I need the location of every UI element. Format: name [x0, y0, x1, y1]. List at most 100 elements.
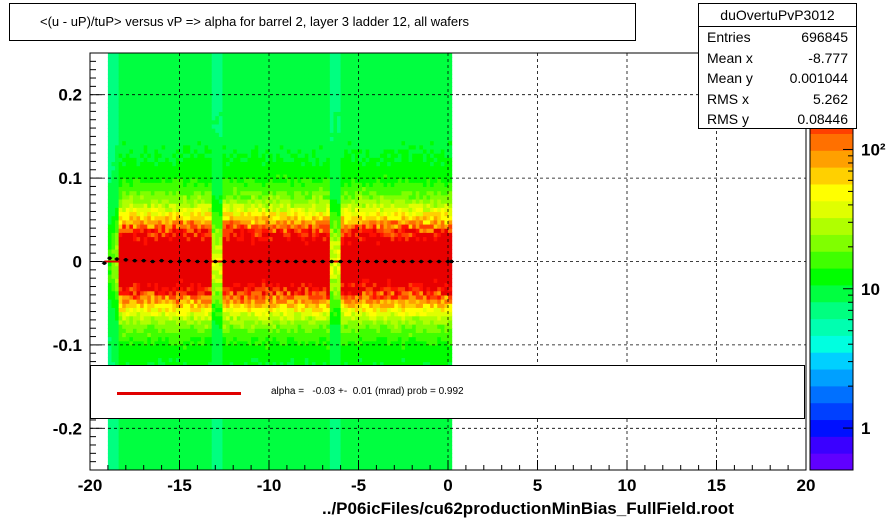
heatmap-cell: [172, 173, 177, 179]
heatmap-cell: [258, 340, 263, 346]
heatmap-cell: [129, 86, 134, 92]
heatmap-cell: [179, 265, 184, 271]
heatmap-cell: [147, 328, 152, 333]
heatmap-cell: [186, 340, 191, 346]
heatmap-cell: [222, 132, 227, 137]
heatmap-cell: [129, 215, 134, 221]
heatmap-cell: [197, 107, 202, 112]
heatmap-cell: [197, 444, 202, 450]
heatmap-cell: [147, 107, 152, 112]
heatmap-cell: [111, 340, 116, 346]
heatmap-cell: [226, 132, 231, 137]
heatmap-cell: [147, 290, 152, 296]
heatmap-cell: [283, 73, 288, 79]
heatmap-cell: [107, 261, 113, 267]
heatmap-cell: [175, 257, 181, 263]
heatmap-cell: [140, 428, 145, 434]
heatmap-cell: [197, 98, 202, 104]
heatmap-cell: [150, 440, 156, 446]
heatmap-cell: [208, 228, 213, 233]
heatmap-cell: [251, 173, 256, 179]
heatmap-cell: [115, 332, 120, 338]
heatmap-cell: [140, 69, 145, 75]
heatmap-cell: [179, 436, 184, 442]
heatmap-cell: [240, 290, 245, 296]
heatmap-cell: [261, 90, 267, 96]
heatmap-cell: [222, 353, 227, 359]
heatmap-cell: [222, 190, 227, 196]
heatmap-cell: [254, 186, 259, 192]
heatmap-cell: [211, 265, 216, 271]
heatmap-cell: [111, 198, 116, 204]
heatmap-cell: [247, 419, 252, 425]
heatmap-cell: [107, 148, 113, 154]
heatmap-cell: [118, 278, 123, 283]
heatmap-cell: [222, 111, 227, 117]
heatmap-cell: [179, 457, 184, 463]
heatmap-cell: [222, 274, 227, 279]
heatmap-cell: [251, 307, 256, 313]
heatmap-cell: [161, 265, 166, 271]
heatmap-cell: [233, 57, 238, 62]
heatmap-cell: [161, 219, 166, 225]
heatmap-cell: [158, 69, 163, 75]
heatmap-cell: [107, 344, 113, 350]
heatmap-cell: [236, 357, 241, 363]
heatmap-cell: [251, 290, 256, 296]
heatmap-cell: [215, 82, 220, 87]
heatmap-cell: [132, 182, 138, 188]
heatmap-cell: [215, 307, 220, 313]
heatmap-cell: [143, 461, 148, 467]
heatmap-cell: [279, 65, 284, 71]
heatmap-cell: [190, 282, 195, 288]
heatmap-cell: [193, 436, 198, 442]
heatmap-cell: [107, 219, 113, 225]
heatmap-cell: [115, 190, 120, 196]
heatmap-cell: [272, 278, 277, 283]
heatmap-cell: [243, 436, 249, 442]
heatmap-cell: [111, 436, 116, 442]
heatmap-cell: [115, 140, 120, 146]
heatmap-cell: [254, 244, 259, 250]
heatmap-cell: [172, 240, 177, 246]
heatmap-cell: [204, 449, 209, 454]
heatmap-cell: [129, 449, 134, 454]
heatmap-cell: [125, 165, 130, 171]
heatmap-cell: [165, 65, 170, 71]
heatmap-cell: [150, 82, 156, 87]
heatmap-cell: [233, 90, 238, 96]
heatmap-cell: [200, 332, 206, 338]
heatmap-cell: [283, 332, 288, 338]
heatmap-cell: [193, 53, 198, 58]
heatmap-cell: [179, 253, 184, 258]
heatmap-cell: [179, 153, 184, 158]
heatmap-cell: [226, 140, 231, 146]
heatmap-cell: [283, 357, 288, 363]
heatmap-cell: [283, 324, 288, 329]
heatmap-cell: [243, 440, 249, 446]
heatmap-cell: [200, 219, 206, 225]
heatmap-cell: [147, 332, 152, 338]
heatmap-cell: [204, 203, 209, 208]
heatmap-cell: [197, 290, 202, 296]
heatmap-cell: [147, 457, 152, 463]
heatmap-cell: [222, 290, 227, 296]
heatmap-cell: [179, 65, 184, 71]
heatmap-cell: [269, 65, 274, 71]
heatmap-cell: [193, 115, 198, 121]
heatmap-cell: [129, 73, 134, 79]
heatmap-cell: [132, 90, 138, 96]
heatmap-cell: [226, 65, 231, 71]
heatmap-cell: [236, 82, 241, 87]
heatmap-cell: [161, 269, 166, 275]
heatmap-cell: [132, 274, 138, 279]
heatmap-cell: [175, 349, 181, 354]
heatmap-cell: [265, 340, 270, 346]
heatmap-cell: [272, 123, 277, 129]
heatmap-cell: [136, 340, 141, 346]
heatmap-cell: [247, 215, 252, 221]
heatmap-cell: [161, 223, 166, 229]
heatmap-cell: [179, 428, 184, 434]
heatmap-cell: [218, 311, 224, 317]
heatmap-cell: [183, 119, 188, 125]
